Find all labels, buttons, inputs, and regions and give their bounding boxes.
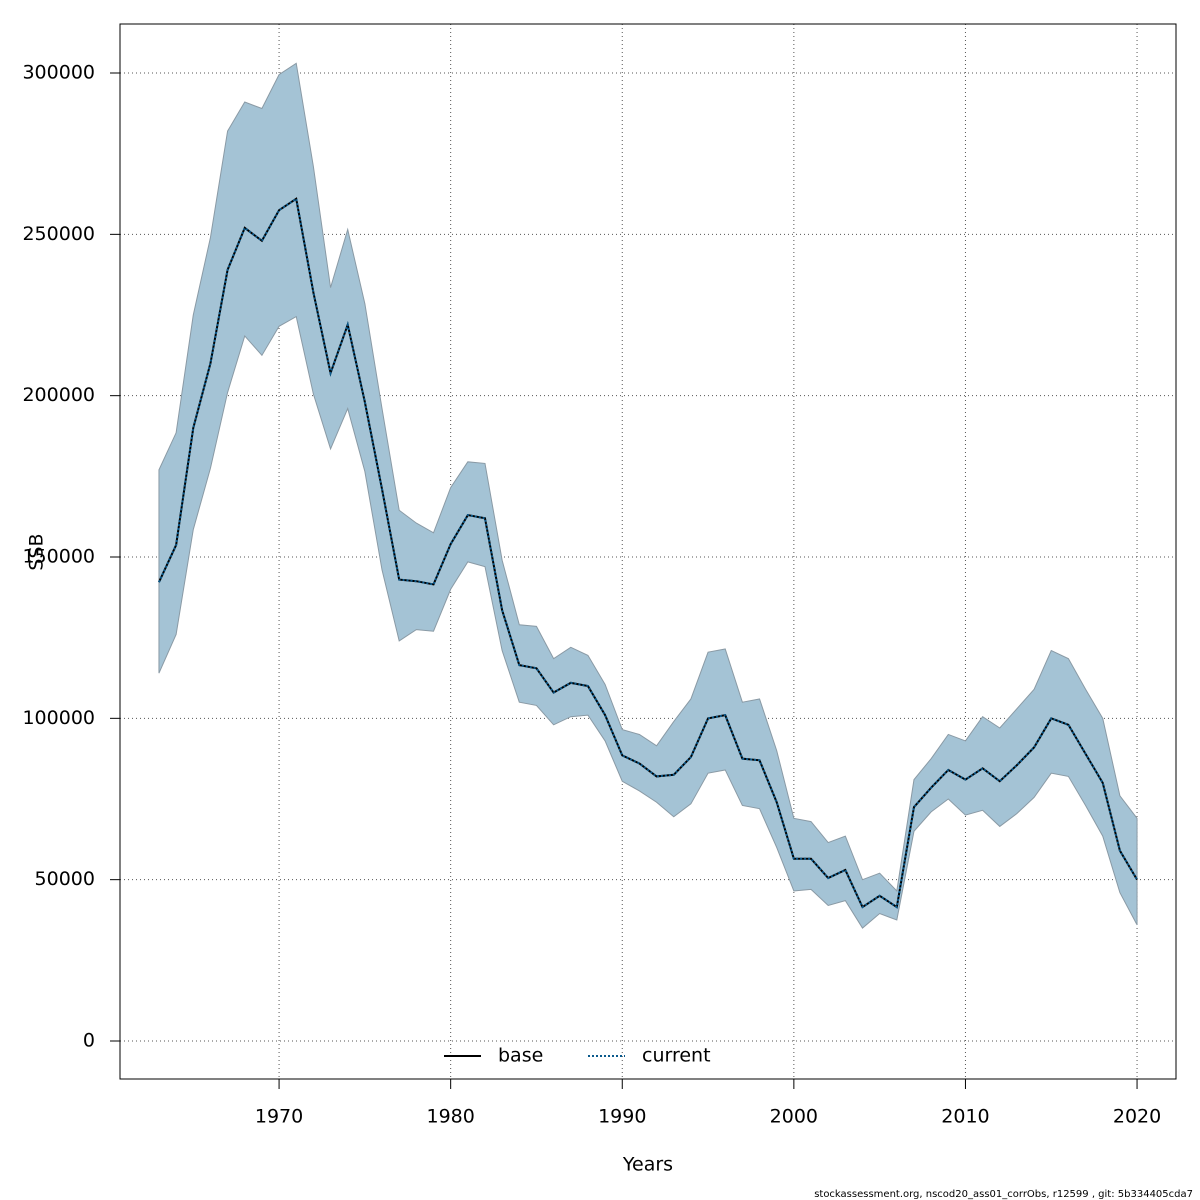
series-line	[158, 197, 1138, 909]
x-axis-label: Years	[622, 1154, 673, 1176]
y-tick-label: 150000	[22, 546, 95, 568]
x-tick-label: 2010	[941, 1106, 989, 1128]
y-axis-label: SSB	[26, 533, 48, 570]
x-tick-label: 1970	[255, 1106, 303, 1128]
x-tick-label: 2020	[1113, 1106, 1161, 1128]
x-tick-label: 1990	[598, 1106, 646, 1128]
x-tick-label: 2000	[770, 1106, 818, 1128]
legend-label: current	[642, 1045, 711, 1067]
plot-frame	[119, 23, 1177, 1080]
y-tick-label: 250000	[22, 223, 95, 245]
legend-label: base	[498, 1045, 543, 1067]
x-tick-label: 1980	[426, 1106, 474, 1128]
y-tick-label: 100000	[22, 707, 95, 729]
confidence-band	[158, 62, 1138, 929]
y-tick-label: 300000	[22, 62, 95, 84]
y-tick-label: 50000	[35, 868, 95, 890]
footer: stockassessment.org, nscod20_ass01_corrO…	[814, 1189, 1193, 1200]
y-tick-label: 0	[83, 1029, 95, 1051]
y-tick-label: 200000	[22, 384, 95, 406]
